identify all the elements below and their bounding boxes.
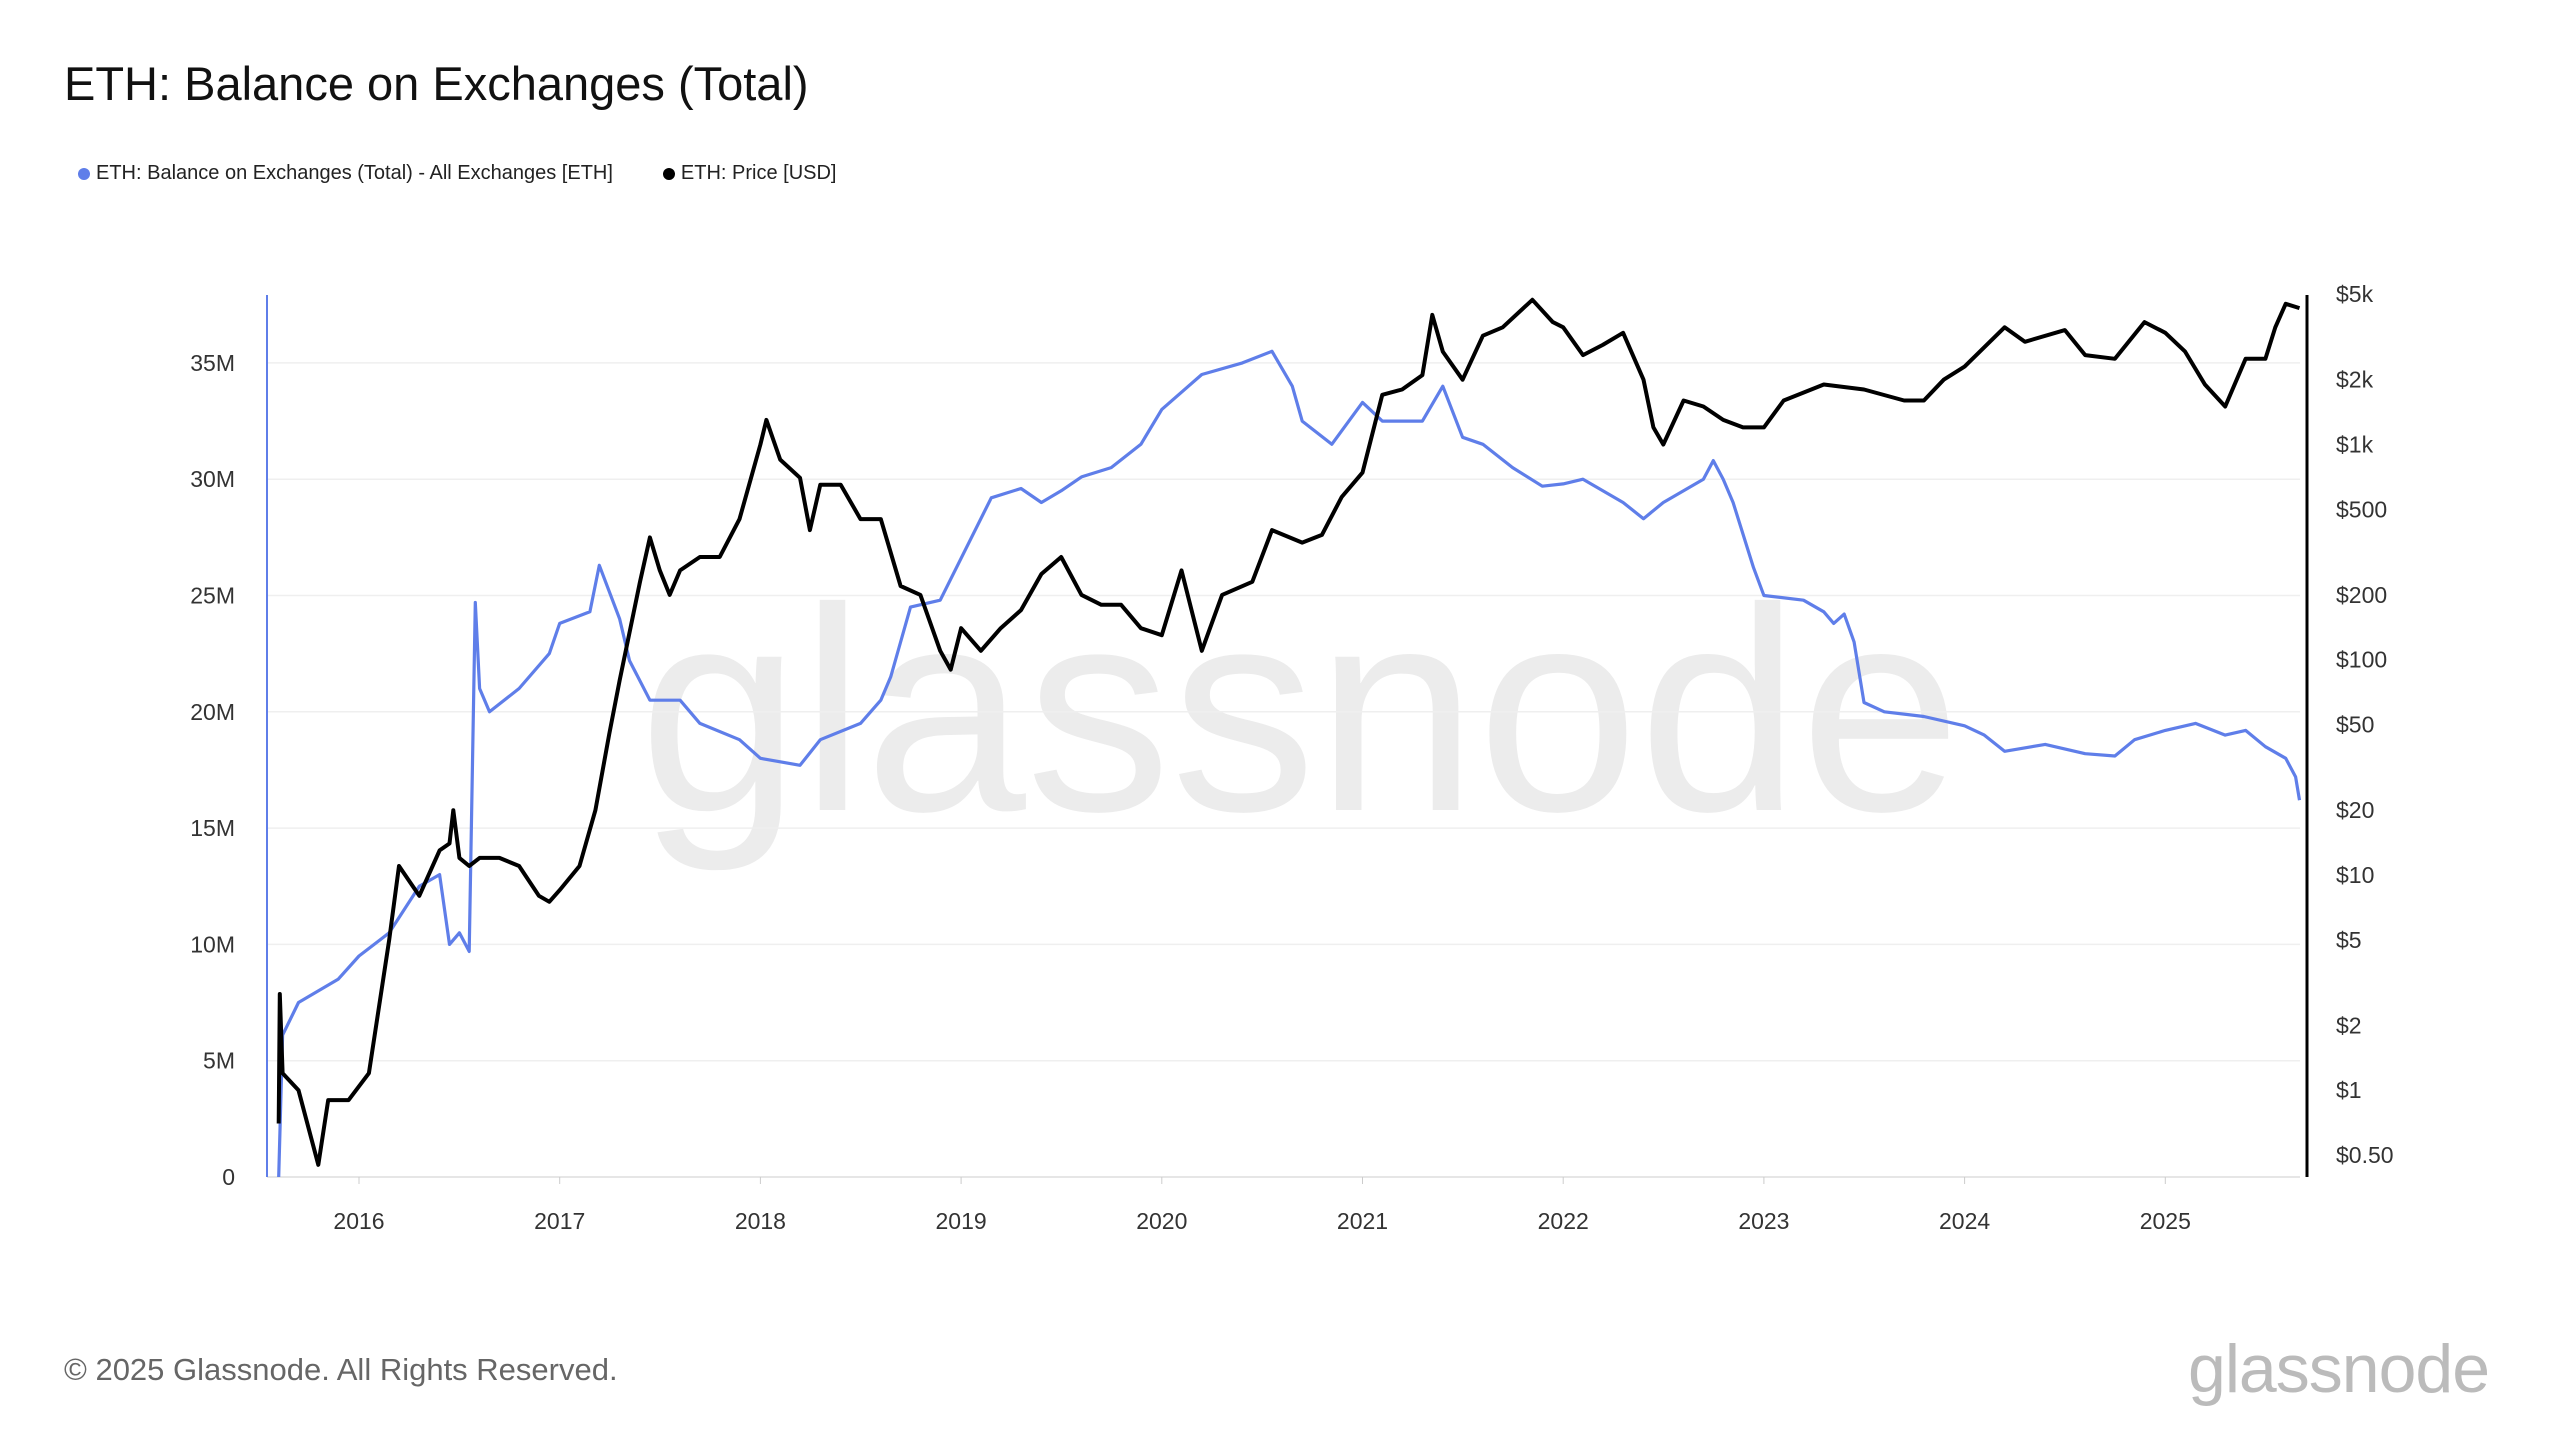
y-left-tick-label: 15M bbox=[190, 815, 235, 841]
x-tick-label: 2019 bbox=[936, 1208, 987, 1234]
legend-dot-icon bbox=[662, 167, 675, 180]
y-right-tick-label: $1k bbox=[2336, 431, 2374, 457]
y-right-tick-label: $10 bbox=[2336, 862, 2374, 888]
glassnode-logo: glassnode bbox=[2188, 1331, 2490, 1407]
y-left-tick-label: 25M bbox=[190, 583, 235, 609]
x-tick-label: 2020 bbox=[1136, 1208, 1187, 1234]
y-left-tick-label: 35M bbox=[190, 350, 235, 376]
y-right-tick-label: $2 bbox=[2336, 1012, 2362, 1038]
x-tick-label: 2025 bbox=[2140, 1208, 2191, 1234]
x-tick-label: 2016 bbox=[333, 1208, 384, 1234]
y-right-tick-label: $200 bbox=[2336, 582, 2387, 608]
y-right-tick-label: $5k bbox=[2336, 281, 2374, 307]
legend-item-price[interactable]: ETH: Price [USD] bbox=[662, 162, 837, 185]
y-right-tick-label: $100 bbox=[2336, 647, 2387, 673]
watermark: glassnode bbox=[639, 548, 1961, 873]
y-left-tick-label: 0 bbox=[222, 1164, 235, 1190]
y-right-tick-label: $0.50 bbox=[2336, 1142, 2394, 1168]
x-tick-label: 2018 bbox=[735, 1208, 786, 1234]
legend-dot-icon bbox=[78, 167, 90, 180]
y-left-tick-label: 30M bbox=[190, 466, 235, 492]
chart-title: ETH: Balance on Exchanges (Total) bbox=[64, 57, 809, 110]
y-right-tick-label: $2k bbox=[2336, 367, 2374, 393]
x-tick-label: 2024 bbox=[1939, 1208, 1990, 1234]
y-left-tick-label: 20M bbox=[190, 699, 235, 725]
x-tick-label: 2021 bbox=[1337, 1208, 1388, 1234]
y-left-tick-label: 10M bbox=[190, 931, 235, 957]
x-tick-label: 2022 bbox=[1538, 1208, 1589, 1234]
x-tick-label: 2023 bbox=[1738, 1208, 1789, 1234]
copyright-footer: © 2025 Glassnode. All Rights Reserved. bbox=[64, 1352, 618, 1387]
y-right-tick-label: $1 bbox=[2336, 1077, 2362, 1103]
legend-label: ETH: Balance on Exchanges (Total) - All … bbox=[96, 162, 613, 184]
legend-label: ETH: Price [USD] bbox=[680, 162, 837, 184]
legend: ETH: Balance on Exchanges (Total) - All … bbox=[78, 162, 836, 185]
legend-item-balance[interactable]: ETH: Balance on Exchanges (Total) - All … bbox=[78, 162, 613, 185]
y-right-tick-label: $50 bbox=[2336, 712, 2374, 738]
y-right-tick-label: $500 bbox=[2336, 496, 2387, 522]
y-right-tick-label: $20 bbox=[2336, 797, 2374, 823]
balance-series-line bbox=[277, 349, 2302, 1178]
x-tick-label: 2017 bbox=[534, 1208, 585, 1234]
price-series-line bbox=[276, 297, 2301, 1167]
y-right-tick-label: $5 bbox=[2336, 927, 2362, 953]
y-left-tick-label: 5M bbox=[203, 1048, 235, 1074]
